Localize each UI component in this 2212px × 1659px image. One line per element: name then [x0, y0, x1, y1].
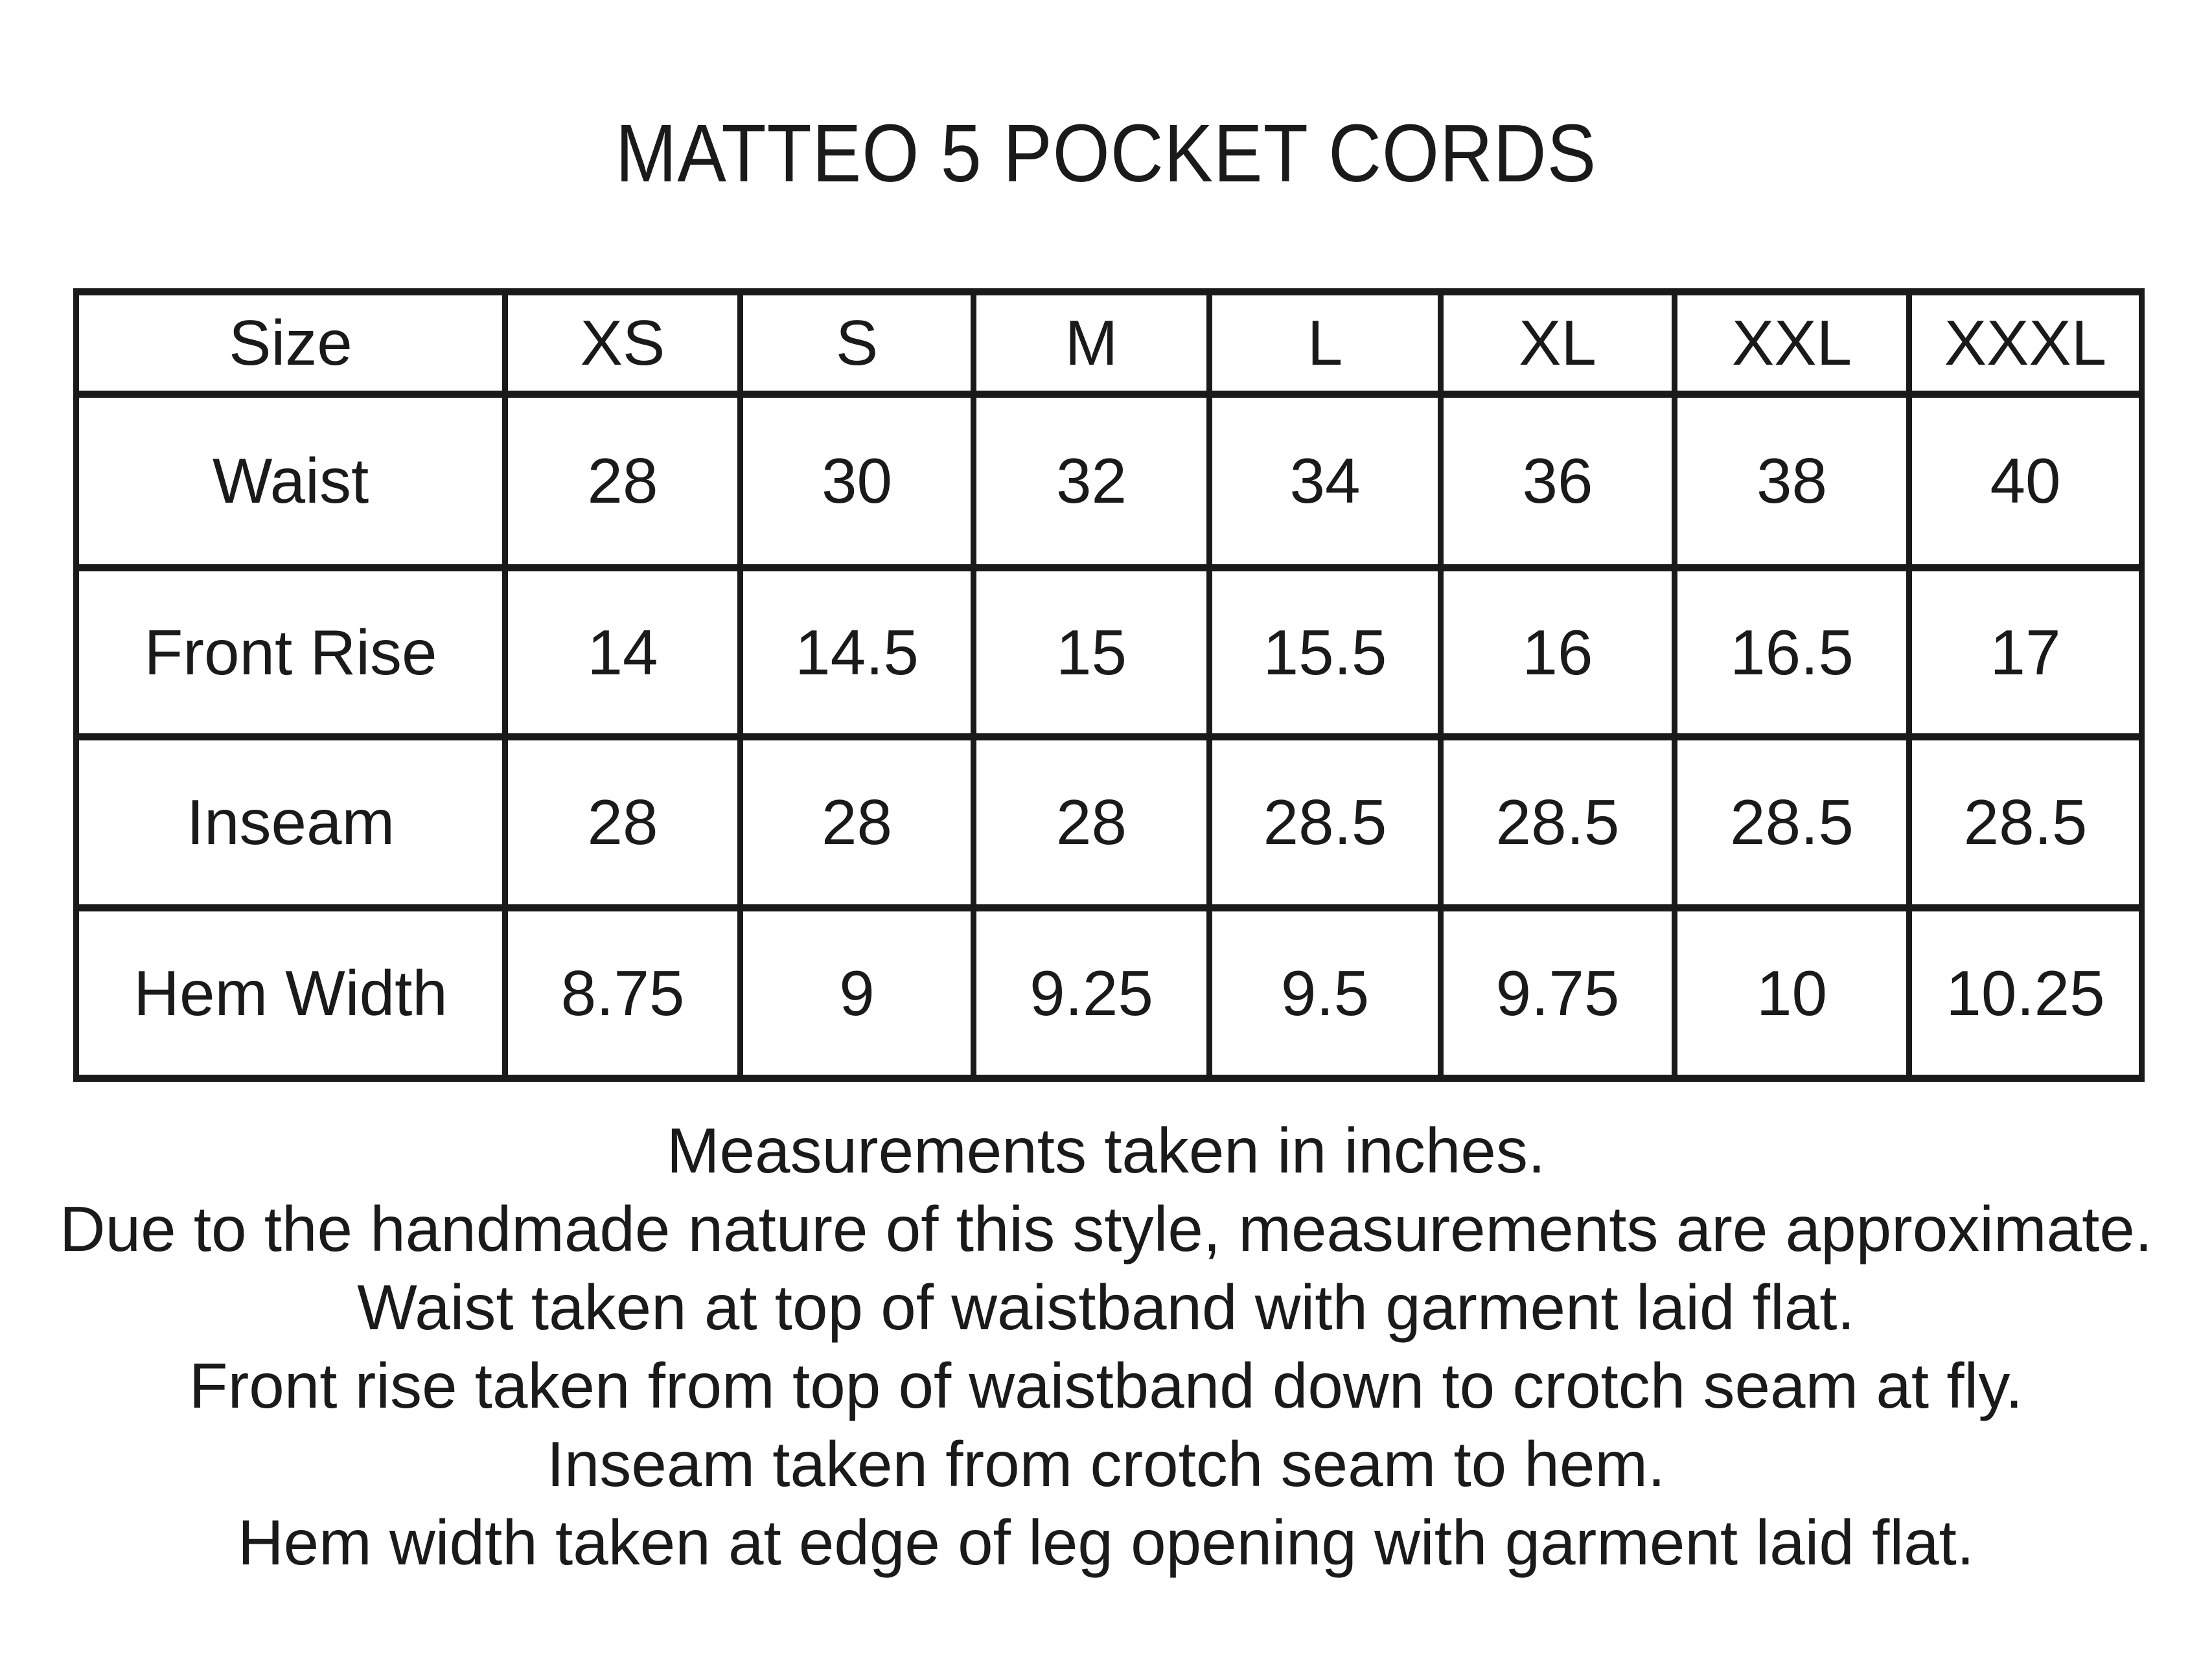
- measurement-cell: 17: [1906, 564, 2145, 740]
- measurement-cell: 9.5: [1206, 904, 1444, 1082]
- measurement-cell: 40: [1906, 391, 2145, 571]
- measurement-cell: 30: [737, 391, 976, 571]
- measurement-cell: 34: [1206, 391, 1444, 571]
- row-label: Waist: [73, 391, 508, 571]
- size-chart-table: Size XS S M L XL XXL XXXL Waist 28 30 32…: [73, 288, 2145, 1082]
- measurement-cell: 28.5: [1906, 733, 2145, 911]
- table-row-inseam: Inseam 28 28 28 28.5 28.5 28.5 28.5: [73, 733, 2145, 911]
- column-header-xs: XS: [502, 288, 743, 398]
- measurement-cell: 28: [737, 733, 976, 911]
- page-title: MATTEO 5 POCKET CORDS: [615, 108, 1597, 199]
- measurement-cell: 28.5: [1438, 733, 1677, 911]
- note-line: Front rise taken from top of waistband d…: [189, 1350, 2023, 1421]
- measurement-cell: 28: [502, 733, 743, 911]
- table-row-front-rise: Front Rise 14 14.5 15 15.5 16 16.5 17: [73, 564, 2145, 740]
- measurement-cell: 9: [737, 904, 976, 1082]
- measurement-cell: 9.75: [1438, 904, 1677, 1082]
- measurement-cell: 10: [1672, 904, 1912, 1082]
- row-label: Inseam: [73, 733, 508, 911]
- measurement-notes: Measurements taken in inches. Due to the…: [0, 1112, 2212, 1582]
- note-line: Due to the handmade nature of this style…: [59, 1193, 2153, 1264]
- measurement-cell: 28.5: [1206, 733, 1444, 911]
- measurement-cell: 28: [971, 733, 1212, 911]
- table-row-hem-width: Hem Width 8.75 9 9.25 9.5 9.75 10 10.25: [73, 904, 2145, 1082]
- column-header-m: M: [971, 288, 1212, 398]
- measurement-cell: 16: [1438, 564, 1677, 740]
- column-header-l: L: [1206, 288, 1444, 398]
- note-line: Measurements taken in inches.: [666, 1115, 1546, 1186]
- column-header-xl: XL: [1438, 288, 1677, 398]
- table-header-row: Size XS S M L XL XXL XXXL: [73, 288, 2145, 398]
- measurement-cell: 16.5: [1672, 564, 1912, 740]
- measurement-cell: 14: [502, 564, 743, 740]
- column-header-size: Size: [73, 288, 508, 398]
- measurement-cell: 38: [1672, 391, 1912, 571]
- column-header-s: S: [737, 288, 976, 398]
- row-label: Hem Width: [73, 904, 508, 1082]
- measurement-cell: 14.5: [737, 564, 976, 740]
- column-header-xxxl: XXXL: [1906, 288, 2145, 398]
- measurement-cell: 10.25: [1906, 904, 2145, 1082]
- measurement-cell: 8.75: [502, 904, 743, 1082]
- measurement-cell: 28.5: [1672, 733, 1912, 911]
- measurement-cell: 28: [502, 391, 743, 571]
- measurement-cell: 15.5: [1206, 564, 1444, 740]
- row-label: Front Rise: [73, 564, 508, 740]
- measurement-cell: 32: [971, 391, 1212, 571]
- note-line: Hem width taken at edge of leg opening w…: [237, 1507, 1975, 1578]
- measurement-cell: 36: [1438, 391, 1677, 571]
- measurement-cell: 15: [971, 564, 1212, 740]
- table-row-waist: Waist 28 30 32 34 36 38 40: [73, 391, 2145, 571]
- column-header-xxl: XXL: [1672, 288, 1912, 398]
- note-line: Inseam taken from crotch seam to hem.: [546, 1428, 1666, 1500]
- note-line: Waist taken at top of waistband with gar…: [357, 1272, 1855, 1343]
- measurement-cell: 9.25: [971, 904, 1212, 1082]
